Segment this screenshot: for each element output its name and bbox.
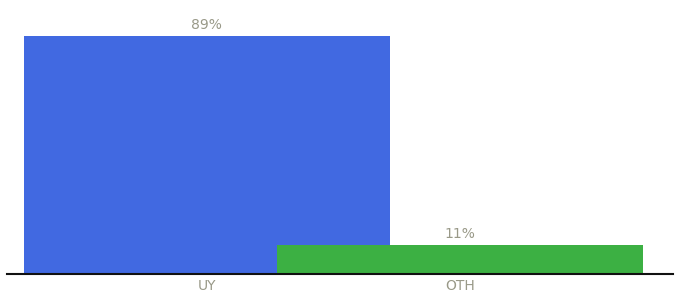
Bar [277, 245, 643, 274]
Bar [24, 36, 390, 274]
Text: 11%: 11% [445, 227, 475, 241]
Text: 89%: 89% [191, 18, 222, 32]
